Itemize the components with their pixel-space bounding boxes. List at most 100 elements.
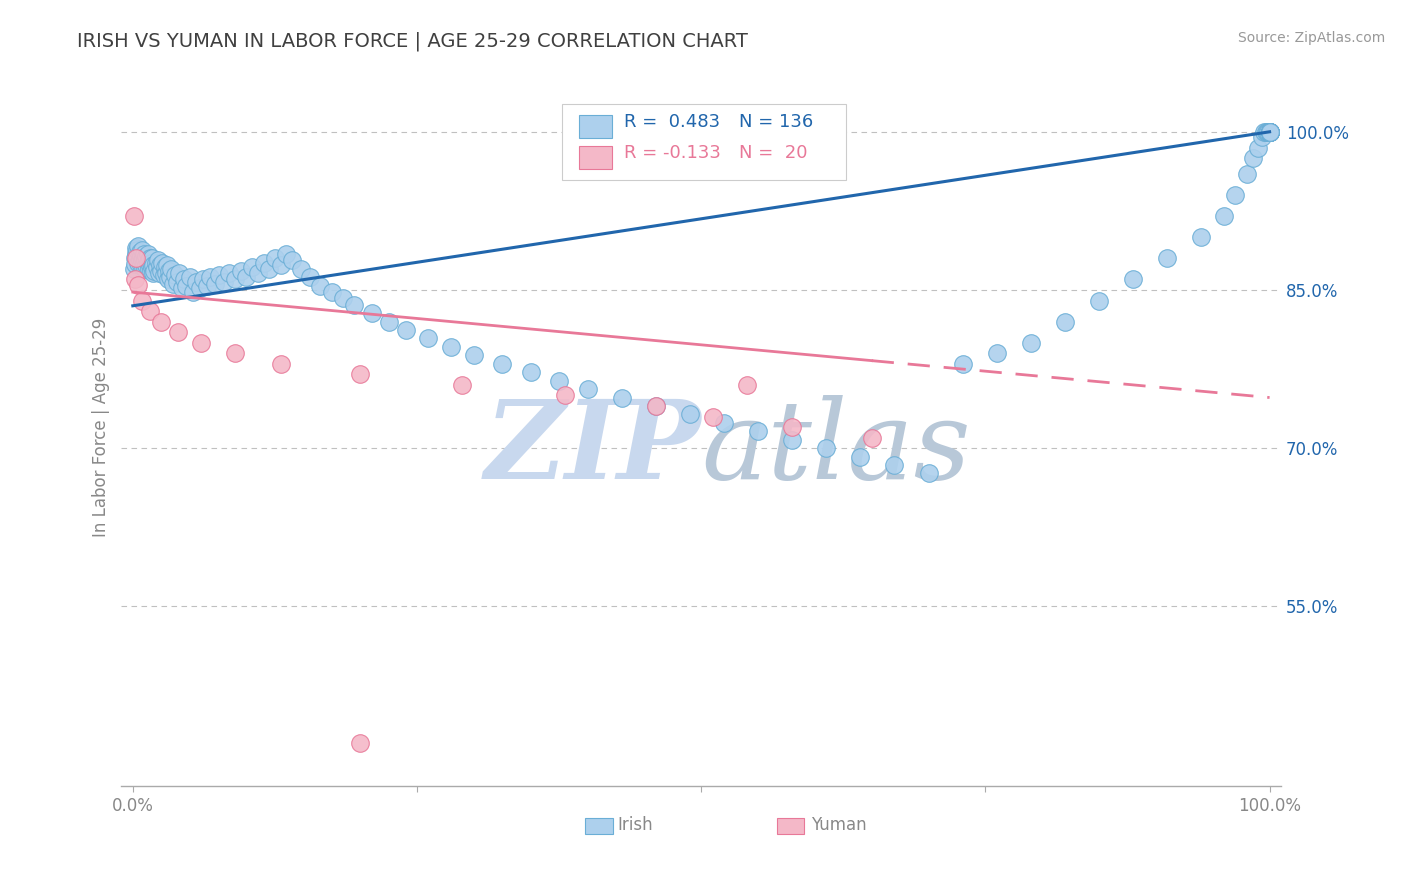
Point <box>139 255 162 269</box>
Point <box>309 278 332 293</box>
Point <box>128 277 150 292</box>
Point <box>128 245 150 260</box>
Point <box>212 275 235 289</box>
Point <box>150 315 173 329</box>
Point <box>174 278 197 293</box>
Point <box>208 268 231 283</box>
Text: R = -0.133: R = -0.133 <box>623 145 720 162</box>
Text: Source: ZipAtlas.com: Source: ZipAtlas.com <box>1237 31 1385 45</box>
Point <box>349 736 371 750</box>
Point <box>122 261 145 276</box>
Point <box>1258 125 1281 139</box>
Point <box>141 252 163 266</box>
Point <box>162 277 184 291</box>
Point <box>276 247 298 261</box>
Point <box>143 264 166 278</box>
Point <box>713 416 735 430</box>
Point <box>702 409 724 424</box>
Point <box>1156 252 1178 266</box>
Point <box>155 266 177 280</box>
Point <box>129 258 152 272</box>
Y-axis label: In Labor Force | Age 25-29: In Labor Force | Age 25-29 <box>93 318 110 537</box>
Point <box>135 249 157 263</box>
Point <box>134 261 156 276</box>
Point <box>451 377 474 392</box>
Point <box>679 408 702 422</box>
Point <box>170 281 193 295</box>
Point <box>157 264 180 278</box>
Point <box>141 260 163 274</box>
Point <box>644 399 666 413</box>
Point <box>145 260 167 274</box>
Text: atlas: atlas <box>702 395 970 502</box>
FancyBboxPatch shape <box>585 818 613 834</box>
Point <box>142 258 165 272</box>
Point <box>1247 140 1270 154</box>
Point <box>418 331 440 345</box>
FancyBboxPatch shape <box>579 146 612 169</box>
Point <box>1258 125 1281 139</box>
Point <box>135 258 157 272</box>
Point <box>186 275 208 289</box>
Point <box>1250 130 1272 145</box>
Point <box>195 278 218 293</box>
Point <box>146 253 169 268</box>
Point <box>610 391 633 405</box>
FancyBboxPatch shape <box>776 818 804 834</box>
Point <box>1258 125 1281 139</box>
Point <box>1258 125 1281 139</box>
Point <box>125 241 148 255</box>
Point <box>290 261 312 276</box>
Point <box>190 335 212 350</box>
Point <box>132 252 155 266</box>
Point <box>150 264 173 278</box>
Point <box>321 285 343 299</box>
Point <box>124 252 146 266</box>
Point <box>270 258 292 272</box>
Point <box>157 272 180 286</box>
Point <box>281 253 304 268</box>
Point <box>377 315 399 329</box>
Point <box>240 260 263 274</box>
Point <box>360 306 382 320</box>
Point <box>1258 125 1281 139</box>
Point <box>128 255 150 269</box>
Point <box>270 357 292 371</box>
Point <box>149 258 172 272</box>
Point <box>395 323 418 337</box>
Point <box>1256 125 1278 139</box>
Point <box>134 247 156 261</box>
Point <box>169 266 191 280</box>
Point <box>343 298 366 312</box>
Point <box>134 255 156 269</box>
Point <box>181 285 204 299</box>
Point <box>224 346 246 360</box>
Point <box>188 281 211 295</box>
Point <box>156 258 179 272</box>
Point <box>815 441 838 455</box>
Point <box>644 399 666 413</box>
Text: IRISH VS YUMAN IN LABOR FORCE | AGE 25-29 CORRELATION CHART: IRISH VS YUMAN IN LABOR FORCE | AGE 25-2… <box>77 31 748 51</box>
Point <box>179 270 201 285</box>
Point <box>204 277 226 291</box>
Point <box>160 261 183 276</box>
Point <box>299 270 322 285</box>
Point <box>127 249 149 263</box>
Text: R =  0.483: R = 0.483 <box>623 113 720 131</box>
Point <box>166 275 188 289</box>
FancyBboxPatch shape <box>562 104 846 179</box>
Point <box>735 377 758 392</box>
Point <box>193 272 215 286</box>
Point <box>463 348 485 362</box>
Point <box>849 450 872 464</box>
Point <box>139 252 162 266</box>
Point <box>127 243 149 257</box>
Point <box>519 365 541 379</box>
Point <box>1257 125 1279 139</box>
Point <box>145 255 167 269</box>
Point <box>548 374 571 388</box>
Point <box>1258 125 1281 139</box>
Point <box>1258 125 1281 139</box>
Point <box>136 255 159 269</box>
Point <box>224 272 246 286</box>
